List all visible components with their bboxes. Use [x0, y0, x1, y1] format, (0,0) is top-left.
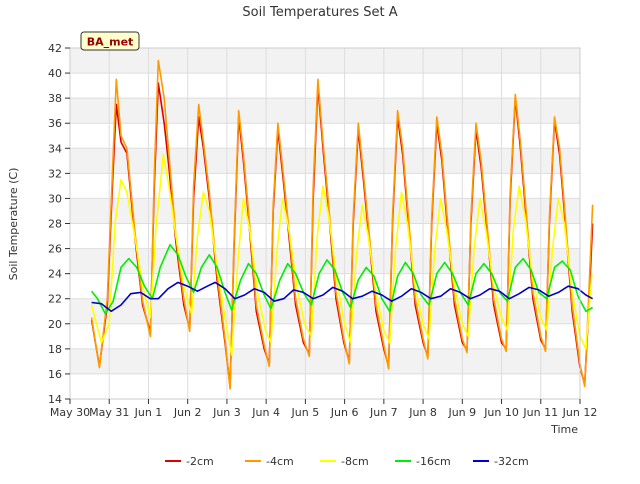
- series-lines: [90, 59, 594, 390]
- legend-label: -2cm: [186, 455, 214, 468]
- background-band: [70, 48, 580, 74]
- x-tick-label: Jun 3: [212, 406, 241, 419]
- series-line-16cm: [90, 244, 593, 315]
- y-tick-label: 34: [48, 142, 62, 155]
- background-band: [70, 123, 580, 149]
- y-axis-ticks: 14 16 18 20 22 24 26 28 30 32 34 36 38 40 42: [48, 42, 70, 406]
- y-tick-label: 14: [48, 393, 62, 406]
- y-tick-label: 30: [48, 192, 62, 205]
- series-line-4cm: [90, 59, 594, 390]
- x-tick-label: Jun 8: [408, 406, 437, 419]
- x-tick-label: Jun 5: [291, 406, 320, 419]
- background-band: [70, 198, 580, 224]
- x-tick-label: Jun 7: [369, 406, 398, 419]
- x-tick-label: Jun 2: [173, 406, 202, 419]
- x-tick-label: Jun 6: [330, 406, 359, 419]
- x-tick-label: May 31: [89, 406, 129, 419]
- x-tick-label: Jun 12: [562, 406, 598, 419]
- y-tick-label: 18: [48, 343, 62, 356]
- background-band: [70, 73, 580, 99]
- y-tick-label: 38: [48, 92, 62, 105]
- x-tick-label: Jun 9: [447, 406, 476, 419]
- y-tick-label: 42: [48, 42, 62, 55]
- legend-item: -16cm: [395, 455, 451, 468]
- background-band: [70, 248, 580, 274]
- background-band: [70, 348, 580, 374]
- legend: -2cm -4cm -8cm -16cm -32cm: [165, 455, 529, 468]
- legend-label: -16cm: [416, 455, 451, 468]
- y-tick-label: 22: [48, 293, 62, 306]
- y-tick-label: 36: [48, 117, 62, 130]
- background-band: [70, 223, 580, 249]
- legend-label: -8cm: [341, 455, 369, 468]
- x-tick-label: Jun 11: [522, 406, 558, 419]
- y-tick-label: 32: [48, 167, 62, 180]
- y-tick-label: 26: [48, 243, 62, 256]
- annotation-badge: BA_met: [80, 31, 140, 51]
- background-band: [70, 373, 580, 399]
- y-tick-label: 40: [48, 67, 62, 80]
- x-tick-label: May 30: [50, 406, 90, 419]
- series-line-32cm: [91, 281, 593, 313]
- legend-item: -2cm: [165, 455, 214, 468]
- x-tick-label: Jun 4: [251, 406, 280, 419]
- chart-title: Soil Temperatures Set A: [242, 5, 397, 20]
- y-tick-label: 28: [48, 218, 62, 231]
- background-band: [70, 98, 580, 124]
- legend-label: -32cm: [494, 455, 529, 468]
- legend-label: -4cm: [266, 455, 294, 468]
- background-band: [70, 323, 580, 349]
- y-tick-label: 20: [48, 318, 62, 331]
- y-tick-label: 24: [48, 268, 62, 281]
- legend-item: -4cm: [245, 455, 294, 468]
- x-axis-label: Time: [550, 423, 578, 436]
- x-tick-label: Jun 10: [483, 406, 519, 419]
- x-tick-label: Jun 1: [134, 406, 163, 419]
- annotation-label: BA_met: [87, 36, 134, 49]
- legend-item: -8cm: [320, 455, 369, 468]
- legend-item: -32cm: [473, 455, 529, 468]
- y-axis-label: Soil Temperature (C): [7, 168, 20, 281]
- y-tick-label: 16: [48, 368, 62, 381]
